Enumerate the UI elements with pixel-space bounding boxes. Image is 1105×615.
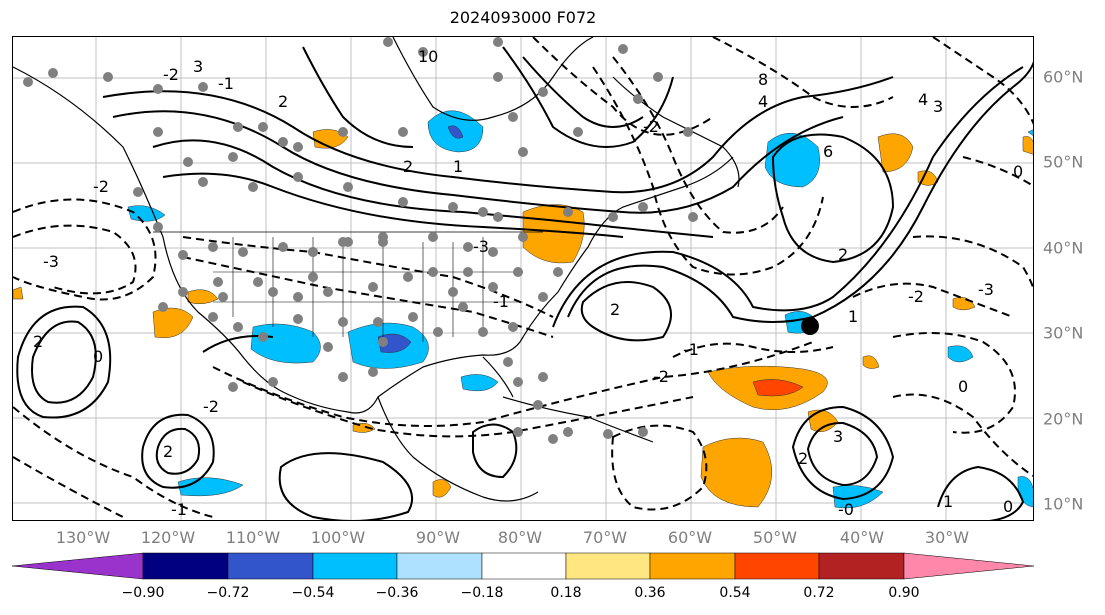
- storm-position-marker: [801, 317, 819, 335]
- lon-label: 90°W: [415, 528, 461, 547]
- contour-label-layer: -3 -2 -1 3 2 10 1 2 8 4 6 4 3 2 1 2 -3 -…: [33, 47, 1023, 519]
- colorbar-segment: [649, 552, 736, 580]
- colorbar-segment: [481, 552, 567, 580]
- colorbar-tick: 0.36: [634, 585, 666, 601]
- lon-label: 130°W: [55, 528, 111, 547]
- contour-label: -3: [473, 237, 489, 256]
- lon-label: 60°W: [667, 528, 713, 547]
- contour-label: 2: [838, 245, 848, 264]
- colorbar-segment: [142, 552, 229, 580]
- colorbar-segment: [565, 552, 651, 580]
- colorbar-segment: [818, 552, 905, 580]
- solid-contours: [16, 46, 1033, 520]
- contour-label: 3: [193, 57, 203, 76]
- contour-label: 2: [798, 449, 808, 468]
- lon-label: 40°W: [839, 528, 885, 547]
- station-dots: [23, 37, 698, 444]
- coastlines: [13, 37, 740, 502]
- colorbar-tick: −0.90: [121, 585, 165, 601]
- contour-label: -1: [171, 500, 187, 519]
- colorbar-segment: [227, 552, 314, 580]
- colorbar-segment: [734, 552, 820, 580]
- colorbar: [12, 552, 1034, 580]
- lat-label: 20°N: [1043, 409, 1084, 429]
- colorbar-tick: −0.36: [375, 585, 419, 601]
- colorbar-tick: −0.72: [206, 585, 250, 601]
- contour-label: 3: [833, 427, 843, 446]
- contour-label: -2: [653, 367, 669, 386]
- colorbar-segment: [312, 552, 398, 580]
- borders: [213, 237, 523, 342]
- lon-label: 80°W: [497, 528, 543, 547]
- contour-label: 0: [1013, 162, 1023, 181]
- map-panel: -3 -2 -1 3 2 10 1 2 8 4 6 4 3 2 1 2 -3 -…: [12, 36, 1034, 521]
- colorbar-segment: [396, 552, 483, 580]
- colorbar-tick: 0.72: [803, 585, 835, 601]
- lat-label: 50°N: [1043, 152, 1084, 172]
- colorbar-tick: −0.18: [460, 585, 504, 601]
- contour-label: 0: [1003, 497, 1013, 516]
- contour-label: 2: [33, 332, 43, 351]
- colorbar-tick: 0.90: [888, 585, 920, 601]
- shaded-anomalies: [13, 110, 1033, 509]
- contour-label: -1: [218, 74, 234, 93]
- contour-label: -3: [978, 280, 994, 299]
- lon-label: 110°W: [225, 528, 281, 547]
- contour-label: 2: [403, 157, 413, 176]
- contour-label: 4: [758, 92, 768, 111]
- contour-label: 4: [918, 90, 928, 109]
- colorbar-tick: −0.54: [291, 585, 335, 601]
- map-title: 2024093000 F072: [449, 8, 597, 27]
- contour-label: -2: [93, 177, 109, 196]
- contour-label: -3: [43, 252, 59, 271]
- lon-label: 120°W: [140, 528, 196, 547]
- contour-label: 1: [848, 307, 858, 326]
- lon-label: 100°W: [310, 528, 366, 547]
- contour-label: -2: [163, 65, 179, 84]
- contour-label: -2: [643, 117, 659, 136]
- contour-label: 3: [933, 97, 943, 116]
- lat-label: 30°N: [1043, 323, 1084, 343]
- contour-label: 8: [758, 70, 768, 89]
- lat-label: 10°N: [1043, 494, 1084, 514]
- contour-label: 0: [958, 377, 968, 396]
- contour-label: -2: [908, 287, 924, 306]
- colorbar-extend-right: [903, 552, 1034, 580]
- contour-label: 1: [943, 492, 953, 511]
- contour-label: 2: [278, 92, 288, 111]
- weather-map: -3 -2 -1 3 2 10 1 2 8 4 6 4 3 2 1 2 -3 -…: [13, 37, 1033, 520]
- contour-label: 10: [418, 47, 438, 66]
- colorbar-extend-left: [12, 552, 144, 580]
- contour-label: 1: [453, 157, 463, 176]
- contour-label: 2: [610, 300, 620, 319]
- contour-label: 6: [823, 142, 833, 161]
- contour-label: 0: [93, 347, 103, 366]
- colorbar-tick: 0.54: [719, 585, 751, 601]
- contour-label: -2: [203, 397, 219, 416]
- contour-label: -1: [493, 292, 509, 311]
- contour-label: -0: [838, 500, 854, 519]
- lat-label: 60°N: [1043, 67, 1084, 87]
- contour-label: -1: [683, 340, 699, 359]
- dashed-contours: [13, 37, 1033, 518]
- lat-label: 40°N: [1043, 238, 1084, 258]
- lon-label: 30°W: [924, 528, 970, 547]
- lon-label: 70°W: [582, 528, 628, 547]
- colorbar-tick: 0.18: [550, 585, 582, 601]
- lon-label: 50°W: [752, 528, 798, 547]
- contour-label: 2: [163, 442, 173, 461]
